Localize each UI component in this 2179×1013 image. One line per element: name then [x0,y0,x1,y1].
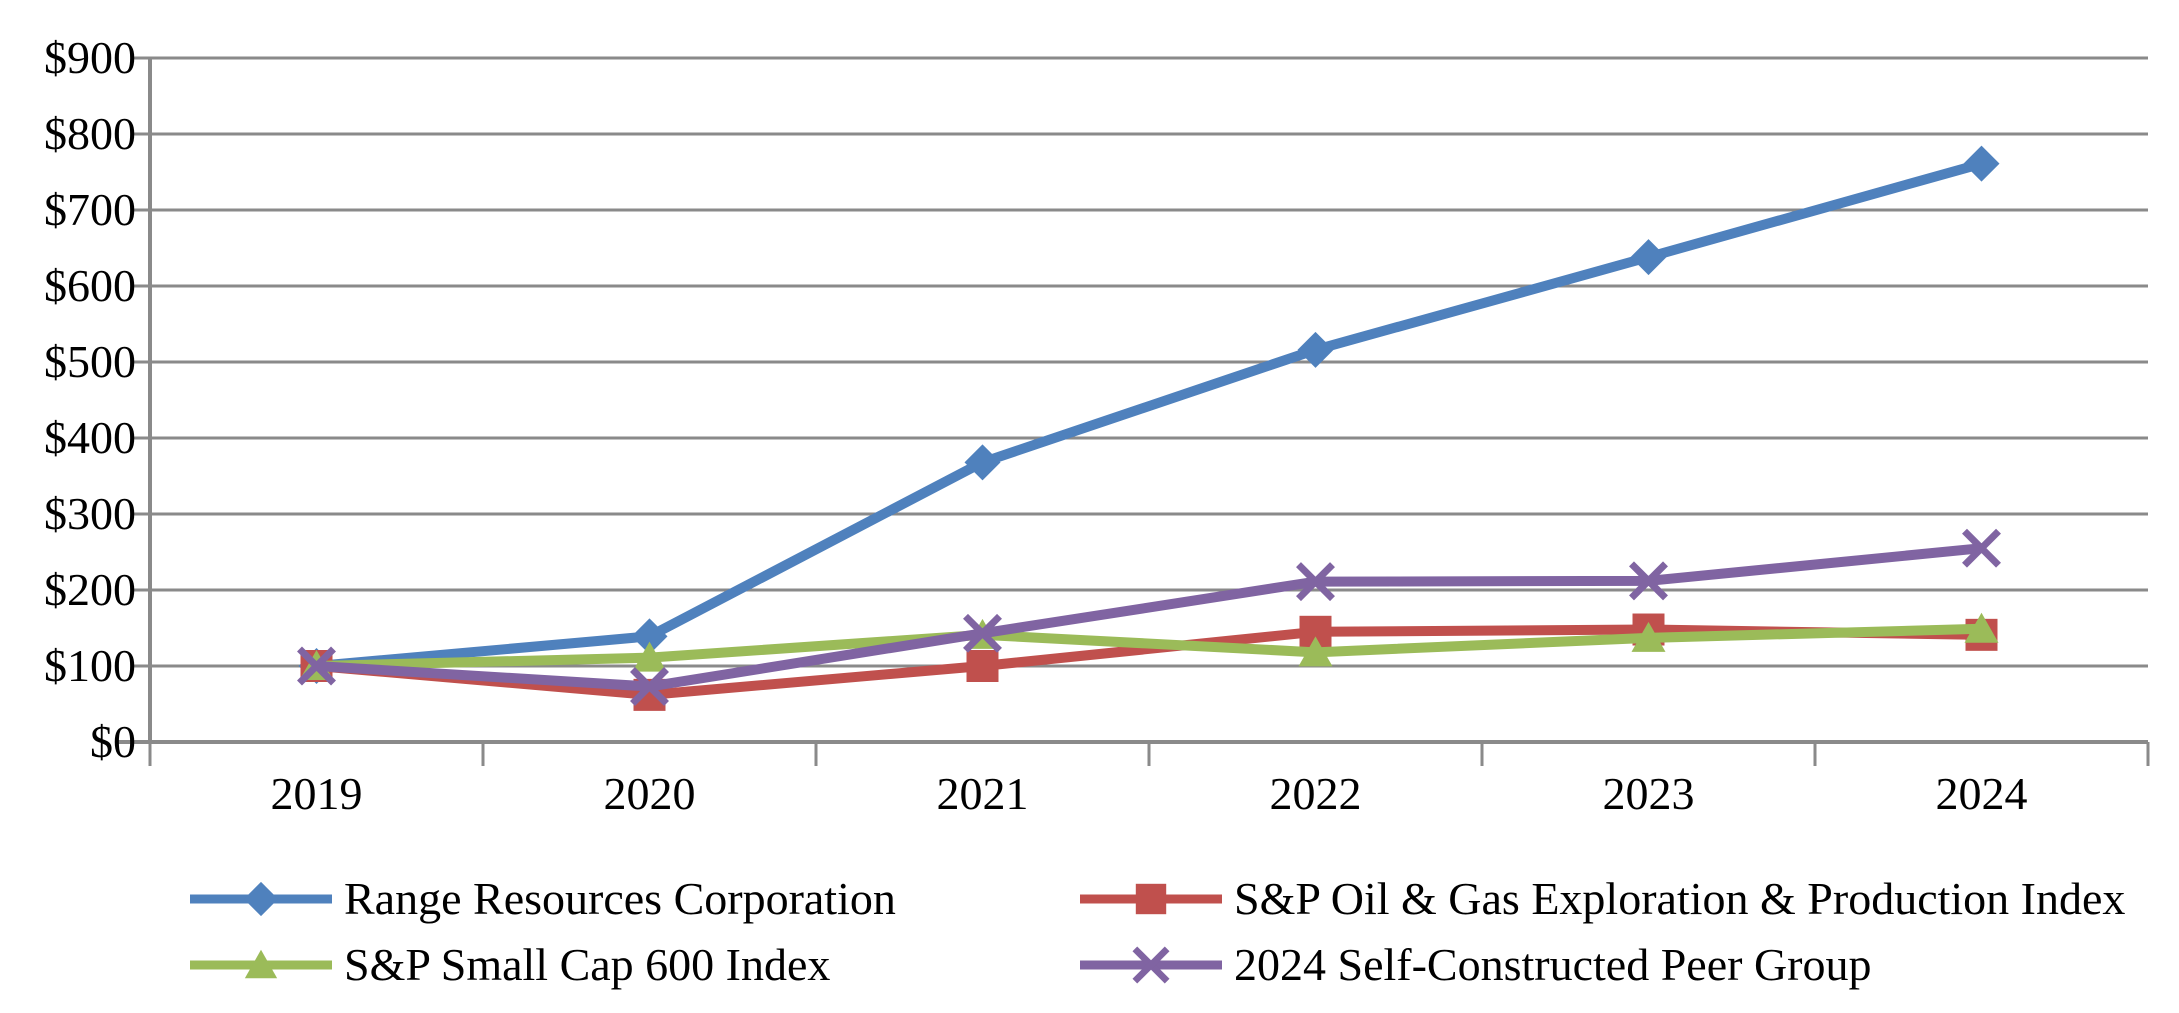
x-axis-tick-label: 2021 [936,768,1029,819]
y-axis-tick-label: $800 [44,108,136,159]
purple-x-legend-icon [1080,946,1222,984]
diamond-marker [964,444,1001,481]
diamond-marker [243,881,279,917]
diamond-marker [1963,145,2000,182]
series-line-1 [311,624,1987,700]
x-marker [1629,561,1668,601]
square-marker [1135,883,1167,915]
triangle-marker [1964,612,1999,643]
x-marker [630,667,669,706]
x-axis-tick-label: 2020 [603,768,696,819]
x-axis-tick-label: 2024 [1935,768,2028,819]
x-marker [1962,528,2001,568]
legend-label-sp-oil-gas-index: S&P Oil & Gas Exploration & Production I… [1234,873,2126,924]
y-axis-tick-label: $700 [44,184,136,235]
series-line-0 [311,158,1987,671]
y-axis-tick-label: $600 [44,260,136,311]
y-axis-tick-label: $200 [44,564,136,615]
y-axis-tick-label: $100 [44,640,136,691]
triangle-marker [244,949,278,979]
y-axis-tick-label: $500 [44,336,136,387]
legend-label-sp-smallcap-600: S&P Small Cap 600 Index [344,939,831,990]
y-axis-tick-label: $400 [44,412,136,463]
square-marker [966,650,999,682]
green-triangle-legend-icon [190,949,332,979]
y-axis-tick-label: $0 [90,716,136,767]
triangle-marker [632,641,667,672]
legend-item-peer-group: 2024 Self-Constructed Peer Group [1076,937,1872,993]
series-line-3 [311,543,1987,692]
blue-diamond-legend-icon [190,881,332,917]
legend-label-range-resources: Range Resources Corporation [344,873,896,924]
triangle-marker [1298,636,1333,667]
diamond-marker [631,618,668,655]
y-axis-tick-label: $900 [44,32,136,83]
triangle-marker [1631,621,1666,652]
legend-label-peer-group: 2024 Self-Constructed Peer Group [1234,939,1872,990]
series-line-2 [311,623,1987,671]
diamond-marker [1630,239,1667,276]
diamond-marker [1297,331,1334,368]
x-axis-tick-label: 2023 [1602,768,1695,819]
red-square-legend-icon [1080,883,1222,915]
x-marker [963,613,1002,653]
x-marker [1296,562,1335,602]
x-axis-tick-label: 2019 [270,768,363,819]
y-axis-tick-label: $300 [44,488,136,539]
x-marker [1132,946,1170,984]
legend-item-sp-smallcap-600: S&P Small Cap 600 Index [186,937,830,993]
legend-item-sp-oil-gas-index: S&P Oil & Gas Exploration & Production I… [1076,871,2125,927]
x-axis-tick-label: 2022 [1269,768,1362,819]
x-marker [297,646,336,686]
legend-item-range-resources: Range Resources Corporation [186,871,896,927]
